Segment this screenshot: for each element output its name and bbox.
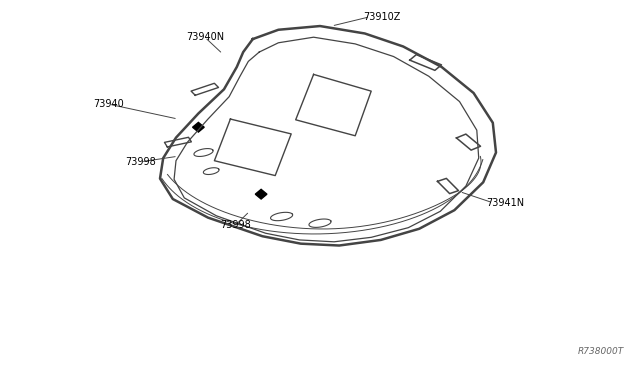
Text: 73940: 73940 — [93, 99, 124, 109]
Polygon shape — [255, 189, 267, 199]
Text: 73910Z: 73910Z — [364, 12, 401, 22]
Text: 73940N: 73940N — [186, 32, 224, 42]
Text: 73941N: 73941N — [486, 198, 525, 208]
Text: R738000T: R738000T — [578, 347, 624, 356]
Text: 73998: 73998 — [220, 220, 251, 230]
Text: 73998: 73998 — [125, 157, 156, 167]
Polygon shape — [193, 122, 204, 132]
